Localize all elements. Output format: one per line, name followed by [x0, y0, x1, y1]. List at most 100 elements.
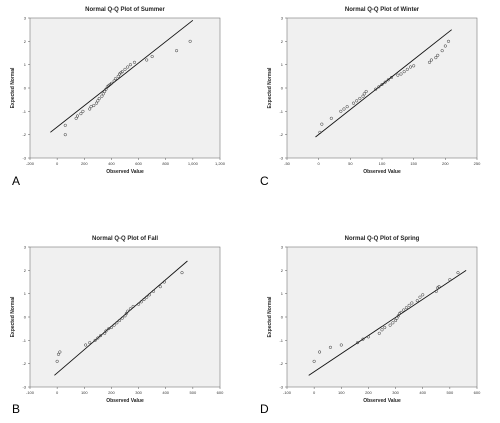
x-axis-label: Observed Value — [106, 169, 144, 175]
x-tick-label: 200 — [108, 390, 115, 395]
data-point — [93, 338, 97, 342]
data-point — [63, 123, 67, 127]
data-point — [145, 295, 149, 299]
data-point — [175, 49, 179, 53]
data-point — [188, 39, 192, 43]
y-tick-label: -1 — [22, 338, 26, 343]
data-point — [75, 114, 80, 118]
data-point — [137, 302, 141, 306]
x-tick-label: 1,200 — [215, 161, 226, 166]
x-tick-label: 300 — [135, 390, 142, 395]
data-point — [364, 89, 368, 94]
x-axis-label: Observed Value — [106, 398, 144, 404]
y-tick-label: -2 — [22, 132, 26, 137]
panel-letter: C — [260, 174, 269, 188]
y-axis-label: Expected Normal — [10, 67, 16, 108]
data-point — [150, 54, 154, 59]
x-tick-label: 0 — [56, 161, 59, 166]
data-point — [100, 94, 104, 98]
data-point — [89, 105, 93, 109]
data-point — [355, 99, 359, 103]
y-tick-label: 2 — [281, 39, 284, 44]
data-point — [109, 81, 113, 85]
data-point — [120, 316, 124, 320]
y-tick-label: 0 — [24, 86, 27, 91]
data-point — [84, 343, 88, 347]
data-point — [380, 328, 384, 332]
x-tick-label: 100 — [338, 390, 345, 395]
data-point — [312, 359, 316, 363]
y-tick-label: 1 — [281, 291, 284, 296]
data-point — [404, 306, 408, 310]
data-point — [351, 101, 356, 105]
x-tick-label: -100 — [283, 390, 292, 395]
data-point — [361, 94, 365, 98]
data-point — [377, 331, 381, 335]
y-tick-label: 0 — [24, 315, 27, 320]
x-tick-label: 200 — [365, 390, 372, 395]
x-tick-label: 100 — [81, 390, 88, 395]
data-point — [383, 80, 387, 84]
data-point — [329, 116, 333, 120]
y-tick-label: 2 — [24, 39, 27, 44]
x-tick-label: -50 — [284, 161, 291, 166]
y-tick-label: 0 — [281, 86, 284, 91]
data-point — [126, 309, 130, 313]
data-point — [128, 307, 132, 311]
y-tick-label: -2 — [279, 132, 283, 137]
y-axis-label: Expected Normal — [10, 296, 16, 337]
chart-title: Normal Q-Q Plot of Spring — [345, 236, 420, 242]
data-point — [380, 82, 384, 87]
x-axis-label: Observed Value — [363, 398, 401, 404]
data-point — [366, 335, 370, 339]
x-tick-label: 0 — [313, 390, 316, 395]
data-point — [339, 343, 343, 347]
data-point — [345, 105, 349, 109]
plot-area — [286, 246, 478, 388]
chart-title: Normal Q-Q Plot of Winter — [345, 7, 420, 13]
data-point — [132, 60, 137, 64]
data-point — [436, 53, 440, 57]
data-point — [131, 304, 135, 309]
x-tick-label: 0 — [318, 161, 321, 166]
reference-line — [315, 29, 452, 138]
x-tick-label: 100 — [379, 161, 386, 166]
data-point — [443, 44, 447, 48]
data-point — [391, 321, 395, 325]
panel-letter: B — [12, 402, 20, 416]
data-point — [396, 314, 400, 318]
data-point — [74, 116, 78, 120]
x-tick-label: 400 — [108, 161, 115, 166]
data-point — [99, 334, 103, 338]
data-point — [115, 321, 119, 325]
data-point — [79, 112, 83, 116]
data-point — [402, 70, 406, 74]
data-point — [109, 325, 113, 330]
data-point — [405, 67, 409, 71]
data-point — [415, 299, 419, 303]
data-point — [408, 65, 413, 69]
data-point — [126, 65, 130, 69]
data-point — [63, 133, 67, 137]
y-tick-label: -3 — [22, 156, 26, 161]
data-point — [395, 316, 399, 320]
data-point — [118, 318, 122, 323]
y-tick-label: 1 — [24, 291, 27, 296]
y-axis-label: Expected Normal — [267, 296, 273, 337]
data-point — [116, 74, 120, 78]
x-tick-label: 300 — [392, 390, 399, 395]
x-tick-label: 0 — [56, 390, 59, 395]
data-point — [81, 109, 85, 113]
data-point — [374, 87, 378, 91]
data-point — [96, 336, 100, 340]
y-tick-label: 0 — [281, 315, 284, 320]
y-tick-label: -1 — [279, 109, 283, 114]
x-axis-label: Observed Value — [363, 169, 401, 175]
panel-letter: A — [12, 174, 20, 188]
x-tick-label: 200 — [442, 161, 449, 166]
y-tick-label: -1 — [279, 338, 283, 343]
data-point — [328, 345, 332, 349]
data-point — [427, 60, 432, 64]
data-point — [434, 289, 438, 293]
data-point — [320, 122, 324, 126]
